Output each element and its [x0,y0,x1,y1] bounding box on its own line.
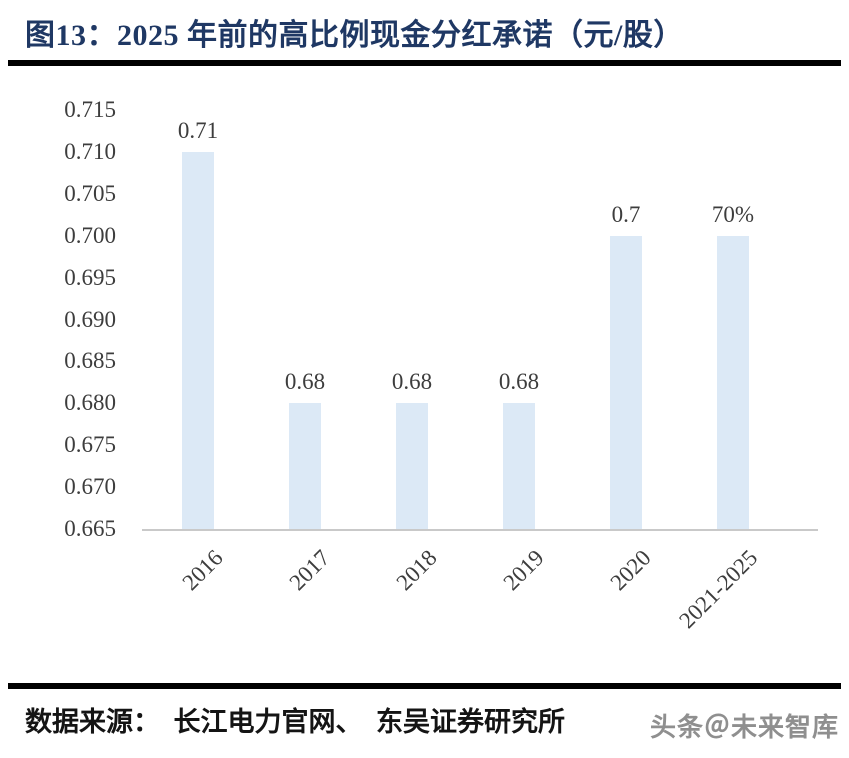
y-axis-tick-label: 0.665 [64,516,116,541]
bar-2019 [503,403,535,529]
bar-2020 [610,235,642,529]
data-source-text: 数据来源： 长江电力官网、 东吴证券研究所 [25,707,565,737]
x-axis-tick-label: 2016 [177,545,228,596]
bar-value-label: 0.7 [611,201,641,227]
bar-value-label: 0.68 [498,369,540,395]
bar-2017 [289,403,321,529]
watermark-toutiao: 头条＠未来智库 [649,713,839,742]
bar-2018 [396,403,428,529]
y-axis-tick-label: 0.675 [64,432,116,458]
divider-bottom [8,683,841,689]
x-axis-line [142,529,818,531]
x-axis-tick-label: 2019 [498,545,549,596]
y-axis-tick-label: 0.710 [64,138,116,164]
x-axis-tick-label: 2021-2025 [674,545,763,634]
y-axis-tick-label: 0.705 [64,180,116,206]
bar-value-label: 0.68 [284,369,326,395]
bar-2021-2025 [717,235,749,529]
chart-title: 图13：2025 年前的高比例现金分红承诺（元/股） [25,10,684,54]
bar-value-label: 70% [711,201,755,227]
divider-top [8,60,841,66]
x-axis-tick-label: 2017 [284,545,335,596]
y-axis-tick-label: 0.715 [64,97,116,122]
y-axis-tick-label: 0.685 [64,348,116,374]
y-axis-tick-label: 0.700 [64,222,116,248]
figure-label: 图13： [25,19,117,52]
y-axis-tick-label: 0.670 [64,474,116,500]
figure-title-text: 2025 年前的高比例现金分红承诺（元/股） [117,19,684,52]
x-axis-tick-label: 2018 [391,545,442,596]
x-axis-tick-label: 2020 [605,545,656,596]
bar-2016 [182,151,214,529]
y-axis-tick-label: 0.695 [64,264,116,290]
y-axis-tick-label: 0.680 [64,390,116,416]
bar-value-label: 0.71 [177,117,219,143]
y-axis-tick-label: 0.690 [64,306,116,332]
bar-value-label: 0.68 [391,369,433,395]
